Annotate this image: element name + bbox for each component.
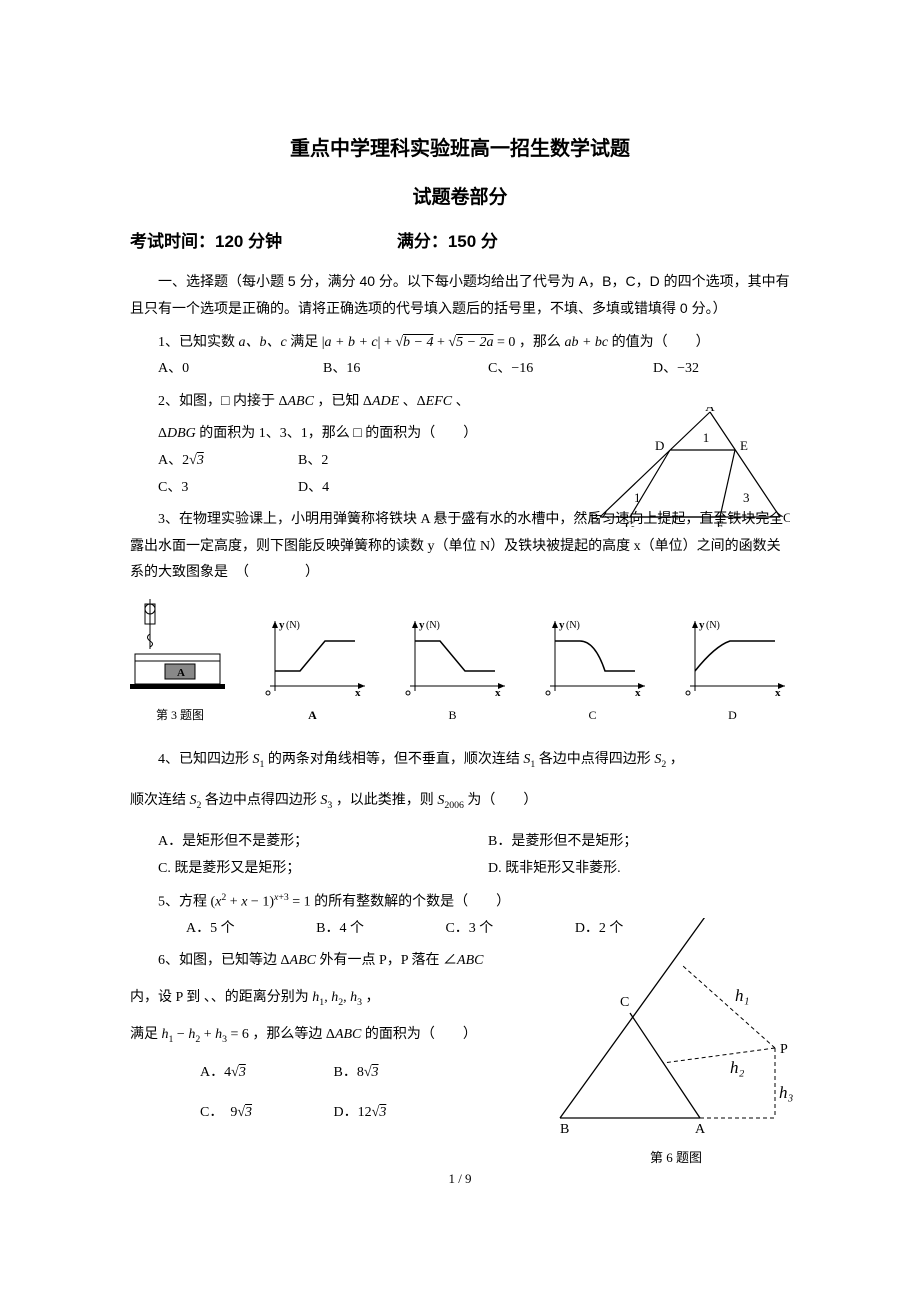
- svg-text:1: 1: [634, 490, 641, 505]
- q4-options-row1: A．是矩形但不是菱形； B．是菱形但不是矩形；: [130, 829, 790, 856]
- score-label: 满分：150 分: [397, 226, 498, 258]
- svg-text:第 6 题图: 第 6 题图: [650, 1150, 702, 1165]
- label-d: D: [675, 704, 790, 727]
- q6-opt-c: C． 9√3: [200, 1100, 300, 1127]
- svg-text:3: 3: [743, 490, 750, 505]
- svg-text:B: B: [560, 1122, 569, 1137]
- q5-opt-a: A．5 个: [158, 916, 235, 943]
- svg-text:h₁: h₁: [735, 986, 749, 1005]
- svg-text:G: G: [625, 518, 634, 527]
- q3-graph-c: y (N) x C: [535, 616, 650, 727]
- duration-label: 考试时间：120 分钟: [130, 226, 282, 258]
- q3-setup-figure: A 第 3 题图: [130, 599, 230, 727]
- svg-text:y: y: [419, 619, 425, 631]
- svg-text:x: x: [635, 687, 641, 696]
- q3-graph-a: y (N) x A: [255, 616, 370, 727]
- q5-opt-c: C．3 个: [417, 916, 493, 943]
- svg-text:A: A: [705, 407, 715, 414]
- svg-text:A: A: [695, 1122, 706, 1137]
- svg-text:y: y: [699, 619, 705, 631]
- question-1: 1、已知实数 a、b、c 满足 |a + b + c| + √b − 4 + √…: [130, 330, 790, 357]
- q4-opt-c: C. 既是菱形又是矩形；: [130, 856, 460, 883]
- svg-text:(N): (N): [706, 620, 720, 631]
- svg-text:h₂: h₂: [730, 1058, 745, 1077]
- q4-opt-b: B．是菱形但不是矩形；: [460, 829, 790, 856]
- q4-options-row2: C. 既是菱形又是矩形； D. 既非矩形又非菱形.: [130, 856, 790, 883]
- q3-caption: 第 3 题图: [130, 704, 230, 727]
- q1-opt-b: B、16: [295, 356, 460, 383]
- q4-opt-a: A．是矩形但不是菱形；: [130, 829, 460, 856]
- q5-opt-b: B．4 个: [288, 916, 364, 943]
- svg-text:y: y: [279, 619, 285, 631]
- page-footer: 1 / 9: [130, 1167, 790, 1192]
- svg-text:A: A: [177, 667, 185, 679]
- svg-text:(N): (N): [286, 620, 300, 631]
- svg-text:C: C: [783, 510, 790, 525]
- title-main: 重点中学理科实验班高一招生数学试题: [130, 130, 790, 168]
- q6-opt-d: D．12√3: [334, 1100, 434, 1127]
- q3-graph-d: y (N) x D: [675, 616, 790, 727]
- svg-text:E: E: [740, 438, 748, 453]
- q1-opt-c: C、−16: [460, 356, 625, 383]
- svg-text:x: x: [495, 687, 501, 696]
- svg-text:B: B: [590, 510, 599, 525]
- label-c: C: [535, 704, 650, 727]
- q2-triangle-figure: A B C D E F G 1 1 3: [580, 407, 790, 527]
- q1-options: A、0 B、16 C、−16 D、−32: [130, 356, 790, 383]
- svg-text:h₃: h₃: [779, 1083, 794, 1102]
- svg-text:F: F: [716, 518, 723, 527]
- q1-text: 1、已知实数 a、b、c 满足 |a + b + c| + √b − 4 + √…: [158, 335, 710, 350]
- label-b: B: [395, 704, 510, 727]
- svg-text:D: D: [655, 438, 664, 453]
- q2-opt-d: D、4: [270, 475, 329, 502]
- svg-text:1: 1: [703, 430, 710, 445]
- section-intro: 一、选择题（每小题 5 分，满分 40 分。以下每小题均给出了代号为 A，B，C…: [130, 268, 790, 321]
- svg-text:y: y: [559, 619, 565, 631]
- question-2-block: 2、如图，□ 内接于 ΔABC ，已知 ΔADE 、ΔEFC 、 ΔDBG 的面…: [130, 389, 790, 501]
- label-a: A: [255, 704, 370, 727]
- svg-text:(N): (N): [566, 620, 580, 631]
- q6-opt-a: A．4√3: [200, 1060, 300, 1087]
- q2-opt-a: A、2√3: [130, 448, 270, 475]
- q6-opt-b: B．8√3: [334, 1060, 434, 1087]
- question-5: 5、方程 (x2 + x − 1)x+3 = 1 的所有整数解的个数是（ ）: [130, 889, 790, 916]
- svg-text:(N): (N): [426, 620, 440, 631]
- exam-info: 考试时间：120 分钟 满分：150 分: [130, 226, 790, 258]
- question-4-line2: 顺次连结 S2 各边中点得四边形 S3 ，以此类推，则 S2006 为（ ）: [130, 788, 790, 815]
- svg-text:C: C: [620, 995, 629, 1010]
- question-4-line1: 4、已知四边形 S1 的两条对角线相等，但不垂直，顺次连结 S1 各边中点得四边…: [130, 747, 790, 774]
- q6-figure: B A C P h₁ h₂ h₃ 第 6 题图: [545, 918, 800, 1168]
- q1-opt-d: D、−32: [625, 356, 790, 383]
- title-sub: 试题卷部分: [130, 180, 790, 216]
- q2-opt-b: B、2: [270, 448, 328, 475]
- q4-opt-d: D. 既非矩形又非菱形.: [460, 856, 790, 883]
- q3-figures: A 第 3 题图 y (N) x A y (N) x: [130, 599, 790, 727]
- svg-text:x: x: [775, 687, 781, 696]
- q3-graph-b: y (N) x B: [395, 616, 510, 727]
- q2-opt-c: C、3: [130, 475, 270, 502]
- svg-text:P: P: [780, 1042, 788, 1057]
- q1-opt-a: A、0: [130, 356, 295, 383]
- svg-text:x: x: [355, 687, 361, 696]
- question-6-block: 6、如图，已知等边 ΔABC 外有一点 P，P 落在 ∠ABC 内，设 P 到 …: [130, 948, 790, 1127]
